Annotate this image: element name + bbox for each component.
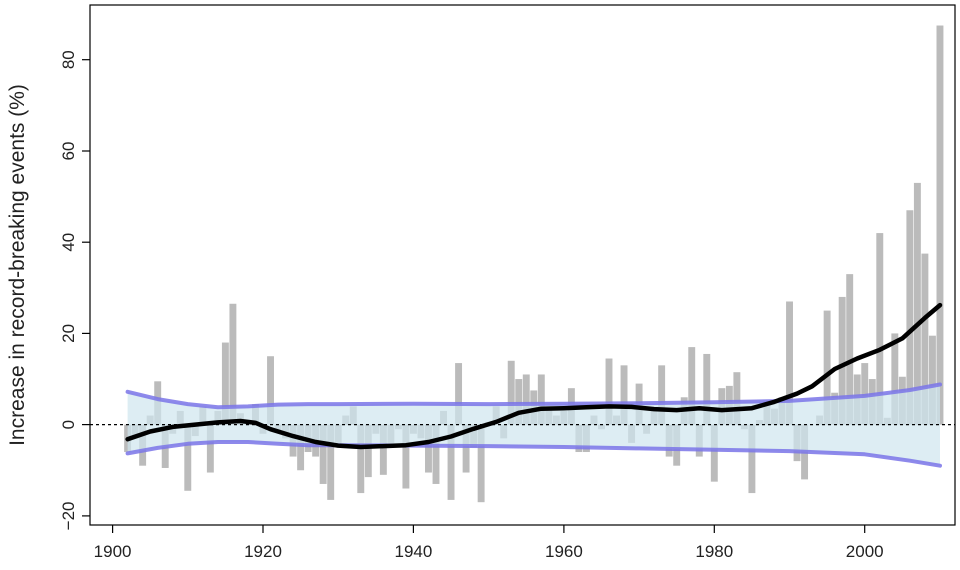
- bar-1968: [620, 365, 628, 425]
- bar-1925: [297, 424, 305, 471]
- bar-1947: [462, 424, 470, 473]
- bar-2009: [928, 335, 936, 425]
- bar-1983: [733, 372, 741, 425]
- bar-1946: [455, 363, 463, 425]
- bar-1979: [703, 353, 711, 425]
- bar-2000: [861, 363, 869, 425]
- bar-1915: [221, 342, 229, 425]
- bar-1942: [425, 424, 432, 473]
- bar-1973: [658, 365, 666, 425]
- bar-2006: [906, 210, 914, 425]
- y-tick-label-80: 80: [59, 50, 78, 69]
- bar-1936: [379, 424, 387, 475]
- bar-1939: [402, 424, 410, 489]
- y-tick-label-0: 0: [59, 420, 78, 429]
- y-axis-title: Increase in record-breaking events (%): [6, 84, 29, 446]
- x-tick-label-2000: 2000: [846, 542, 884, 561]
- bar-1955: [522, 374, 530, 425]
- bar-1990: [786, 301, 793, 425]
- bar-1954: [515, 379, 523, 425]
- bar-1910: [184, 424, 192, 491]
- bar-1998: [846, 274, 854, 425]
- bar-1929: [327, 424, 335, 500]
- bar-2002: [876, 233, 884, 425]
- bar-2004: [891, 333, 899, 425]
- bar-1945: [447, 424, 455, 500]
- bar-1985: [748, 424, 756, 494]
- y-tick-label-20: 20: [59, 324, 78, 343]
- axes: 1900 1920 1940 1960 1980 2000 −20 0 20 40 60 80: [59, 4, 956, 561]
- bar-2007: [913, 182, 921, 425]
- bar-1977: [688, 347, 696, 425]
- y-tick-label-60: 60: [59, 142, 78, 161]
- plot-area: [90, 25, 955, 503]
- x-tick-label-1960: 1960: [545, 542, 583, 561]
- x-tick-label-1980: 1980: [695, 542, 733, 561]
- x-tick-label-1920: 1920: [244, 542, 282, 561]
- bar-1934: [364, 424, 372, 478]
- band-upper-line: [125, 382, 942, 410]
- bar-1949: [477, 424, 485, 503]
- bar-1953: [507, 360, 515, 425]
- x-tick-label-1940: 1940: [394, 542, 432, 561]
- y-tick-label--20: −20: [59, 501, 78, 530]
- bar-2008: [921, 253, 929, 425]
- bar-1995: [823, 310, 831, 425]
- bar-1913: [206, 424, 214, 473]
- y-tick-label-40: 40: [59, 233, 78, 252]
- plot-frame: [89, 4, 956, 526]
- bar-1997: [838, 296, 846, 425]
- bar-1957: [537, 374, 545, 425]
- bar-1928: [319, 424, 327, 484]
- bar-1921: [267, 356, 274, 425]
- bar-1933: [357, 424, 365, 494]
- bar-1916: [229, 303, 237, 425]
- bar-1943: [432, 424, 440, 484]
- trend-line: [125, 302, 943, 450]
- bar-2010: [936, 25, 944, 425]
- x-tick-label-1900: 1900: [94, 542, 132, 561]
- bar-1966: [605, 358, 613, 425]
- bar-1980: [710, 424, 718, 482]
